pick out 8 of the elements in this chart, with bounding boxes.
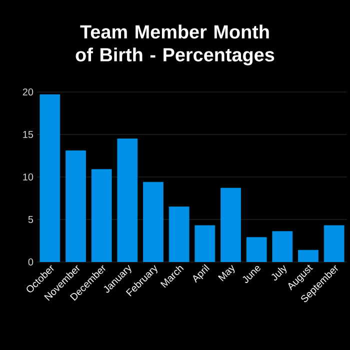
y-tick-label: 20 <box>22 88 34 96</box>
y-tick-label: 10 <box>23 173 34 181</box>
x-tick-label: May <box>218 264 235 282</box>
y-tick-label: 5 <box>28 216 34 223</box>
y-tick-label: 0 <box>28 258 34 266</box>
chart-title: Team Member Month of Birth - Percentages <box>76 24 274 66</box>
y-tick-label: 15 <box>23 131 34 138</box>
x-tick-label: July <box>272 265 287 280</box>
